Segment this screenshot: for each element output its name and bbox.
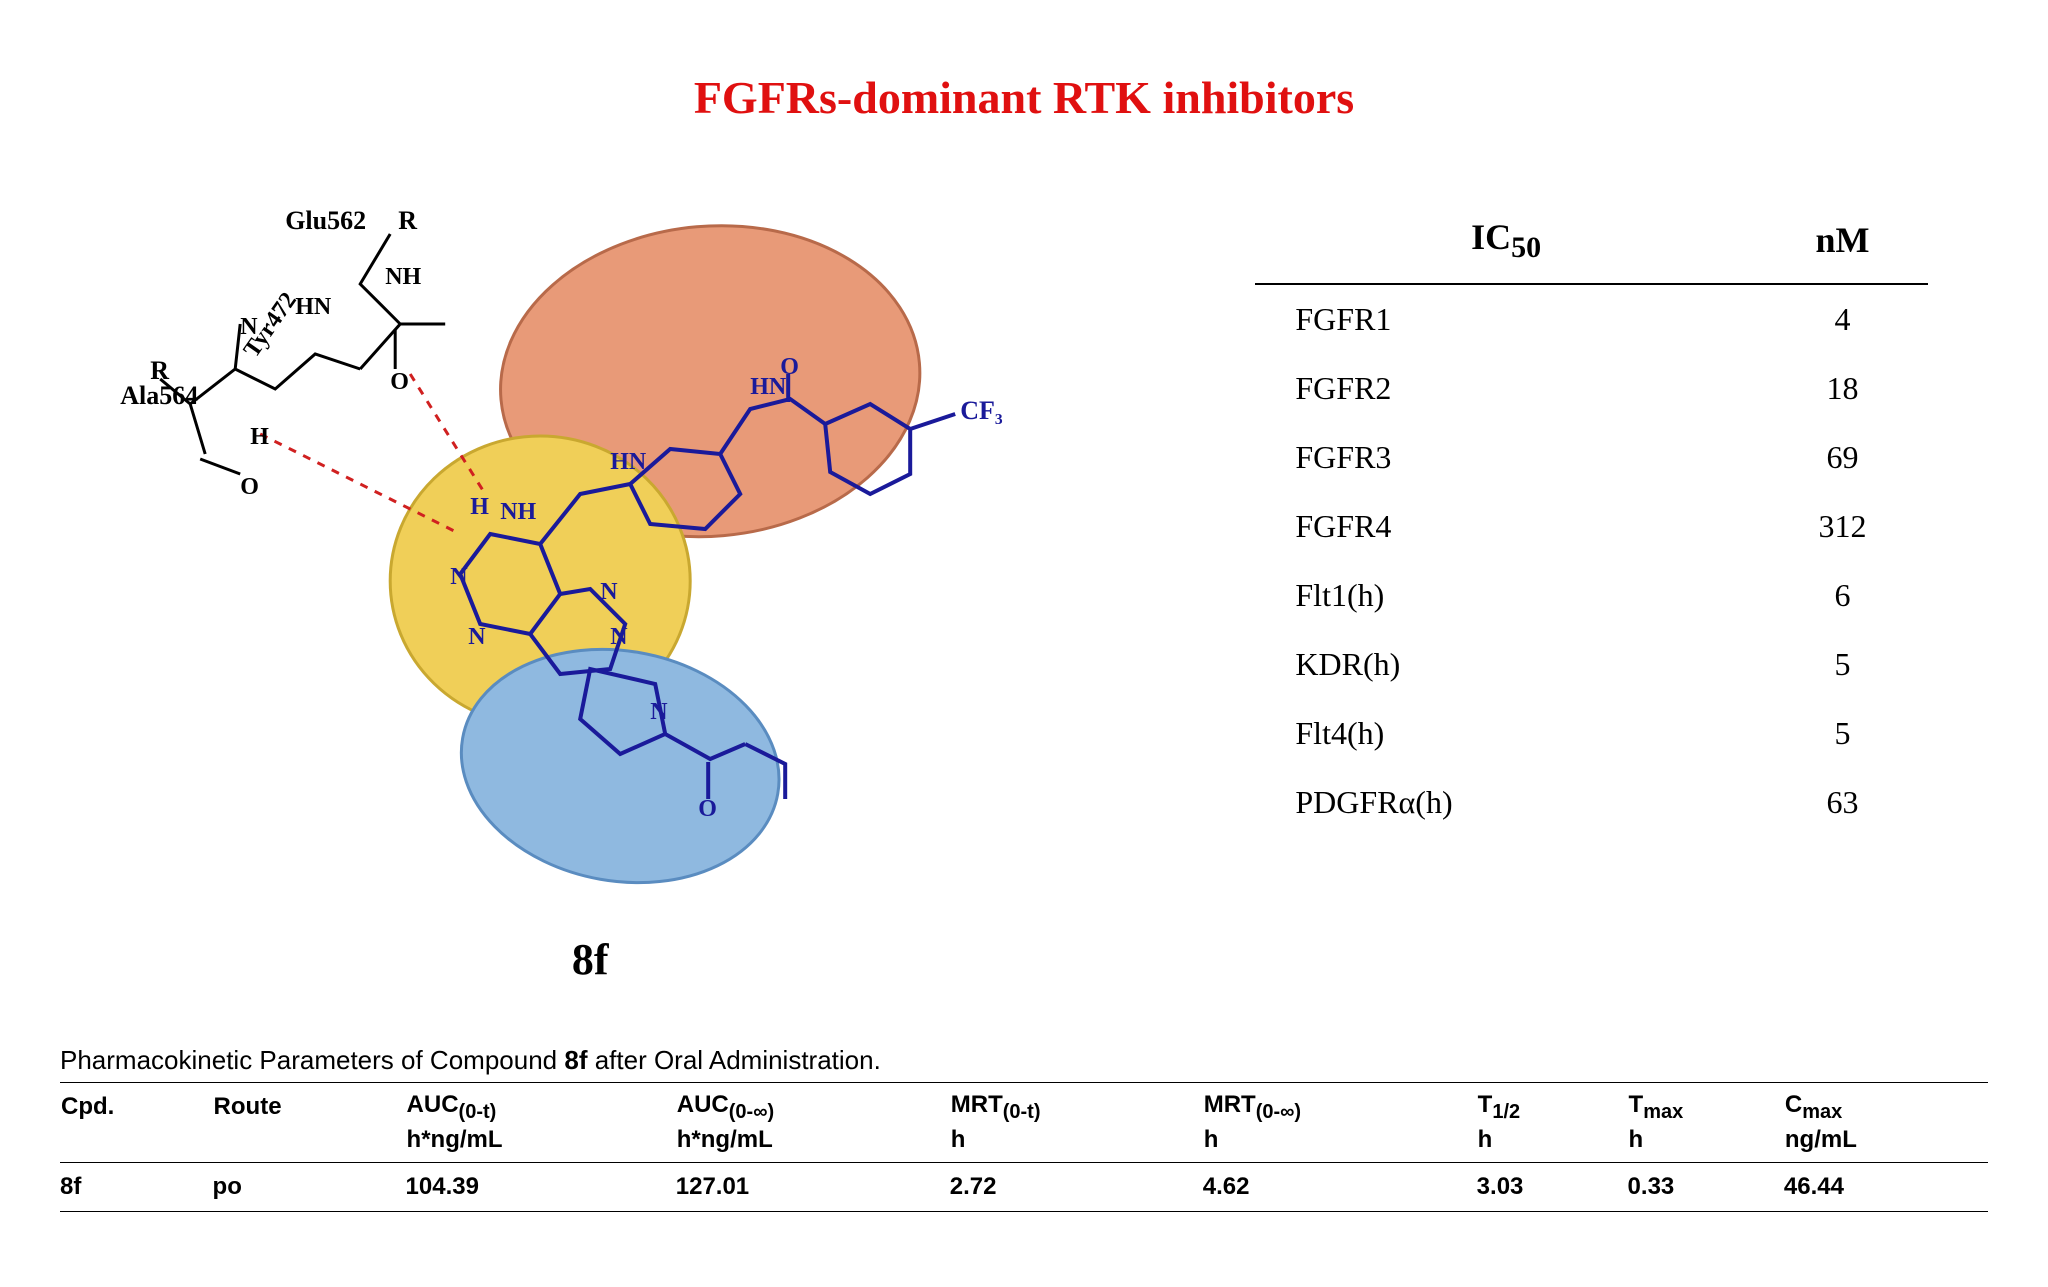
svg-text:HN: HN bbox=[610, 449, 647, 475]
svg-text:N: N bbox=[240, 314, 258, 340]
upper-panel: Glu562Tyr472Ala564RNHHNONHROHNHNNNNHNHNO… bbox=[60, 174, 1988, 985]
svg-text:N: N bbox=[600, 579, 618, 605]
svg-text:NH: NH bbox=[385, 264, 421, 290]
structure-svg: Glu562Tyr472Ala564RNHHNONHROHNHNNNNHNHNO… bbox=[60, 174, 1120, 914]
pk-table: Cpd.RouteAUC(0-t)AUC(0-∞)MRT(0-t)MRT(0-∞… bbox=[60, 1082, 1988, 1212]
ic50-row: FGFR14 bbox=[1255, 284, 1928, 354]
pk-col-unit bbox=[60, 1125, 213, 1163]
pk-cell: 0.33 bbox=[1628, 1162, 1784, 1211]
pk-cell: 8f bbox=[60, 1162, 213, 1211]
ic50-value: 69 bbox=[1757, 423, 1928, 492]
pk-col-header: Cpd. bbox=[60, 1082, 213, 1124]
pk-col-unit: h*ng/mL bbox=[676, 1125, 950, 1163]
ic50-target: PDGFRα(h) bbox=[1255, 768, 1757, 837]
pk-col-header: Cmax bbox=[1784, 1082, 1988, 1124]
ic50-target: FGFR1 bbox=[1255, 284, 1757, 354]
pk-caption-bold: 8f bbox=[564, 1045, 587, 1075]
svg-text:R: R bbox=[150, 356, 169, 385]
ic50-target: FGFR2 bbox=[1255, 354, 1757, 423]
ic50-header-2: nM bbox=[1757, 204, 1928, 284]
ic50-table: IC50 nM FGFR14FGFR218FGFR369FGFR4312Flt1… bbox=[1255, 204, 1928, 837]
pk-cell: 46.44 bbox=[1784, 1162, 1988, 1211]
ic50-header-1: IC50 bbox=[1255, 204, 1757, 284]
svg-text:N: N bbox=[650, 699, 668, 725]
ic50-target: KDR(h) bbox=[1255, 630, 1757, 699]
pk-col-header: T1/2 bbox=[1477, 1082, 1628, 1124]
pk-cell: 3.03 bbox=[1477, 1162, 1628, 1211]
ic50-value: 6 bbox=[1757, 561, 1928, 630]
svg-text:N: N bbox=[610, 624, 628, 650]
svg-text:H: H bbox=[470, 494, 489, 520]
pk-col-header: MRT(0-t) bbox=[950, 1082, 1203, 1124]
ic50-target: Flt1(h) bbox=[1255, 561, 1757, 630]
svg-text:O: O bbox=[780, 354, 799, 380]
ic50-target: FGFR4 bbox=[1255, 492, 1757, 561]
pk-col-header: Route bbox=[213, 1082, 406, 1124]
pk-row: 8fpo104.39127.012.724.623.030.3346.44 bbox=[60, 1162, 1988, 1211]
svg-text:N: N bbox=[468, 624, 486, 650]
page-title: FGFRs-dominant RTK inhibitors bbox=[60, 71, 1988, 124]
figure-column: Glu562Tyr472Ala564RNHHNONHROHNHNNNNHNHNO… bbox=[60, 174, 1120, 985]
ic50-column: IC50 nM FGFR14FGFR218FGFR369FGFR4312Flt1… bbox=[1255, 174, 1988, 837]
svg-text:NH: NH bbox=[500, 499, 536, 525]
ic50-value: 4 bbox=[1757, 284, 1928, 354]
ic50-value: 312 bbox=[1757, 492, 1928, 561]
pk-cell: 4.62 bbox=[1203, 1162, 1477, 1211]
pk-col-header: AUC(0-∞) bbox=[676, 1082, 950, 1124]
svg-text:O: O bbox=[240, 474, 259, 500]
pk-cell: 104.39 bbox=[406, 1162, 676, 1211]
pk-col-unit: h bbox=[1477, 1125, 1628, 1163]
svg-text:Ala564: Ala564 bbox=[120, 381, 198, 410]
svg-text:CF₃: CF₃ bbox=[960, 396, 1003, 425]
pk-caption: Pharmacokinetic Parameters of Compound 8… bbox=[60, 1045, 1988, 1076]
svg-text:O: O bbox=[390, 369, 409, 395]
svg-text:O: O bbox=[698, 796, 717, 822]
ic50-row: Flt1(h)6 bbox=[1255, 561, 1928, 630]
pk-col-header: MRT(0-∞) bbox=[1203, 1082, 1477, 1124]
pk-col-unit: ng/mL bbox=[1784, 1125, 1988, 1163]
ic50-value: 5 bbox=[1757, 630, 1928, 699]
pk-col-header: Tmax bbox=[1628, 1082, 1784, 1124]
pk-section: Pharmacokinetic Parameters of Compound 8… bbox=[60, 1045, 1988, 1212]
ic50-value: 5 bbox=[1757, 699, 1928, 768]
ic50-row: FGFR369 bbox=[1255, 423, 1928, 492]
svg-text:N: N bbox=[450, 564, 468, 590]
ic50-row: Flt4(h)5 bbox=[1255, 699, 1928, 768]
compound-label: 8f bbox=[60, 934, 1120, 985]
pk-col-unit: h bbox=[1203, 1125, 1477, 1163]
svg-text:HN: HN bbox=[295, 294, 332, 320]
pk-cell: 2.72 bbox=[950, 1162, 1203, 1211]
ic50-row: FGFR218 bbox=[1255, 354, 1928, 423]
svg-text:R: R bbox=[398, 206, 417, 235]
pk-col-unit: h bbox=[1628, 1125, 1784, 1163]
svg-text:Glu562: Glu562 bbox=[285, 206, 366, 235]
pk-caption-suffix: after Oral Administration. bbox=[587, 1045, 880, 1075]
pk-col-unit bbox=[213, 1125, 406, 1163]
svg-text:H: H bbox=[250, 424, 269, 450]
structure-figure: Glu562Tyr472Ala564RNHHNONHROHNHNNNNHNHNO… bbox=[60, 174, 1120, 914]
pk-col-unit: h bbox=[950, 1125, 1203, 1163]
pk-col-unit: h*ng/mL bbox=[406, 1125, 676, 1163]
pk-caption-prefix: Pharmacokinetic Parameters of Compound bbox=[60, 1045, 564, 1075]
ic50-value: 18 bbox=[1757, 354, 1928, 423]
ic50-row: FGFR4312 bbox=[1255, 492, 1928, 561]
pk-cell: 127.01 bbox=[676, 1162, 950, 1211]
ic50-target: FGFR3 bbox=[1255, 423, 1757, 492]
pk-cell: po bbox=[213, 1162, 406, 1211]
ic50-row: PDGFRα(h)63 bbox=[1255, 768, 1928, 837]
pk-col-header: AUC(0-t) bbox=[406, 1082, 676, 1124]
ic50-target: Flt4(h) bbox=[1255, 699, 1757, 768]
ic50-row: KDR(h)5 bbox=[1255, 630, 1928, 699]
ic50-value: 63 bbox=[1757, 768, 1928, 837]
